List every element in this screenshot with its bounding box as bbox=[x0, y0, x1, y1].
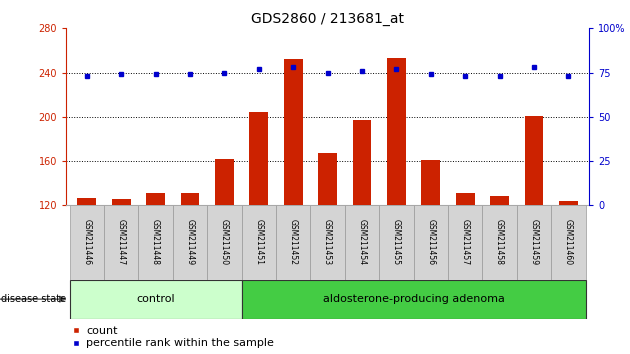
Text: GSM211450: GSM211450 bbox=[220, 219, 229, 266]
Bar bbox=[207, 205, 241, 280]
Bar bbox=[241, 280, 586, 319]
Bar bbox=[139, 205, 173, 280]
Text: GSM211459: GSM211459 bbox=[529, 219, 539, 266]
Text: GSM211448: GSM211448 bbox=[151, 219, 160, 266]
Title: GDS2860 / 213681_at: GDS2860 / 213681_at bbox=[251, 12, 404, 26]
Text: GSM211452: GSM211452 bbox=[289, 219, 298, 266]
Text: GSM211455: GSM211455 bbox=[392, 219, 401, 266]
Bar bbox=[104, 205, 139, 280]
Bar bbox=[517, 205, 551, 280]
Legend: count, percentile rank within the sample: count, percentile rank within the sample bbox=[72, 326, 274, 348]
Bar bbox=[551, 205, 586, 280]
Text: GSM211446: GSM211446 bbox=[83, 219, 91, 266]
Bar bbox=[455, 193, 474, 205]
Text: control: control bbox=[136, 294, 175, 304]
Bar bbox=[215, 159, 234, 205]
Text: GSM211447: GSM211447 bbox=[117, 219, 126, 266]
Text: aldosterone-producing adenoma: aldosterone-producing adenoma bbox=[323, 294, 505, 304]
Bar bbox=[69, 205, 104, 280]
Bar bbox=[146, 193, 165, 205]
Text: GSM211453: GSM211453 bbox=[323, 219, 332, 266]
Text: GSM211454: GSM211454 bbox=[357, 219, 367, 266]
Text: GSM211451: GSM211451 bbox=[255, 219, 263, 266]
Bar bbox=[448, 205, 483, 280]
Text: GSM211449: GSM211449 bbox=[185, 219, 195, 266]
Text: GSM211456: GSM211456 bbox=[427, 219, 435, 266]
Bar bbox=[353, 120, 372, 205]
Bar bbox=[559, 201, 578, 205]
Bar bbox=[173, 205, 207, 280]
Bar bbox=[318, 153, 337, 205]
Text: GSM211458: GSM211458 bbox=[495, 219, 504, 266]
Bar bbox=[69, 280, 241, 319]
Text: GSM211460: GSM211460 bbox=[564, 219, 573, 266]
Bar bbox=[379, 205, 414, 280]
Bar bbox=[414, 205, 448, 280]
Text: GSM211457: GSM211457 bbox=[461, 219, 470, 266]
Bar bbox=[241, 205, 276, 280]
Bar bbox=[525, 116, 544, 205]
Bar bbox=[249, 113, 268, 205]
Bar bbox=[77, 198, 96, 205]
Bar bbox=[112, 199, 130, 205]
Bar bbox=[387, 58, 406, 205]
Bar bbox=[284, 59, 302, 205]
Bar bbox=[490, 196, 509, 205]
Bar bbox=[483, 205, 517, 280]
Bar bbox=[421, 160, 440, 205]
Bar bbox=[181, 193, 200, 205]
Bar bbox=[345, 205, 379, 280]
Bar bbox=[276, 205, 311, 280]
Bar bbox=[311, 205, 345, 280]
Text: disease state: disease state bbox=[1, 294, 66, 304]
